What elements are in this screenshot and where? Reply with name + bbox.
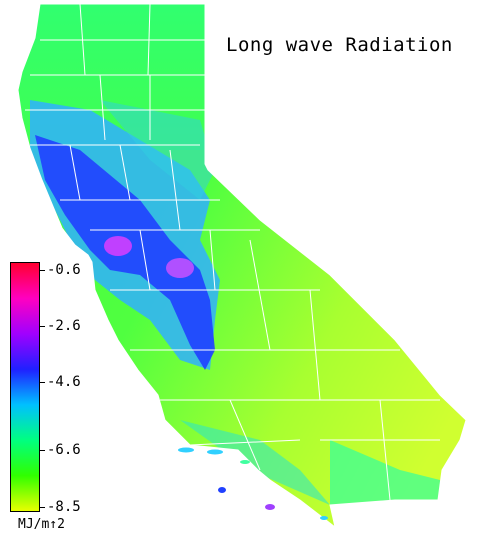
county-boundaries xyxy=(25,4,440,501)
scale-tick xyxy=(39,507,45,508)
california-outline xyxy=(17,3,467,529)
units-label: MJ/m↑2 xyxy=(18,517,65,532)
color-scale-bar xyxy=(10,262,40,512)
scale-tick xyxy=(39,450,45,451)
scale-label: -8.5 xyxy=(47,499,81,515)
scale-label: -0.6 xyxy=(47,262,81,278)
scale-label: -2.6 xyxy=(47,318,81,334)
scale-label: -6.6 xyxy=(47,442,81,458)
scale-tick xyxy=(39,270,45,271)
channel-islands xyxy=(178,447,328,520)
scale-tick xyxy=(39,382,45,383)
scale-label: -4.6 xyxy=(47,374,81,390)
map-title: Long wave Radiation xyxy=(226,34,453,56)
scale-tick xyxy=(39,326,45,327)
